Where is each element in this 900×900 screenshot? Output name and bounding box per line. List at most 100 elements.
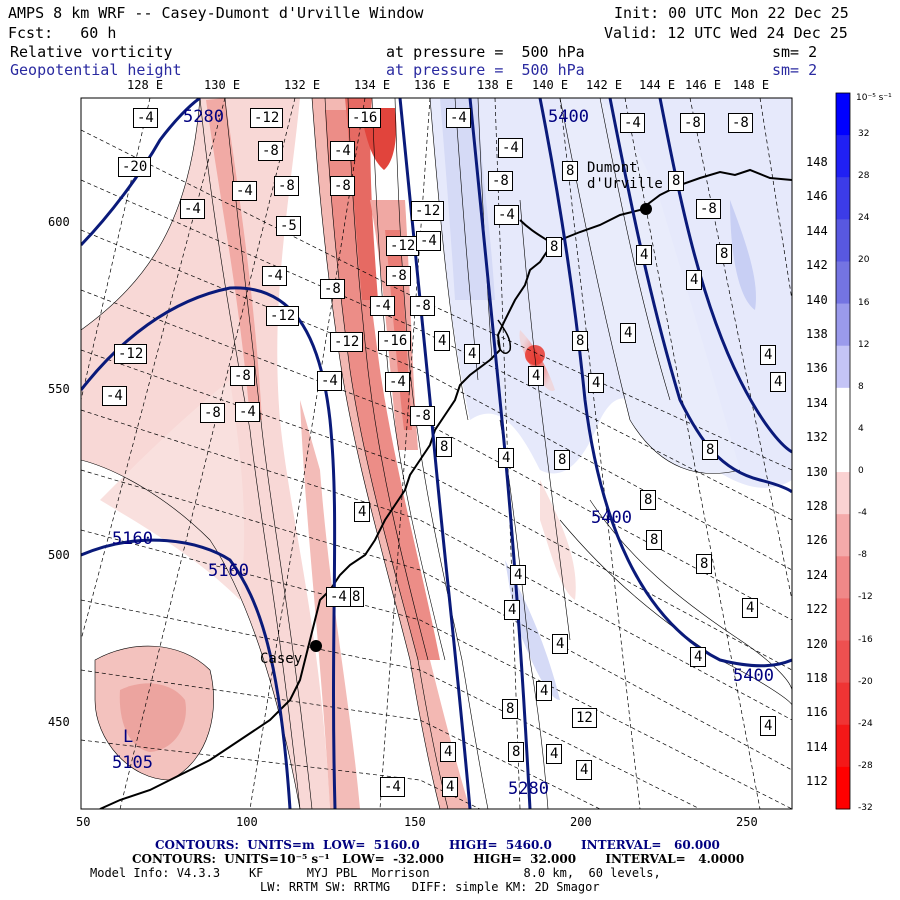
vorticity-contour-label: 4 [510, 565, 527, 585]
y-tick: 500 [48, 548, 70, 562]
plot-title: AMPS 8 km WRF -- Casey-Dumont d'Urville … [8, 4, 424, 22]
x-tick: 50 [76, 815, 91, 829]
colorbar-label: -16 [858, 634, 873, 645]
map-frame [80, 97, 793, 810]
vorticity-contour-label: -12 [411, 201, 445, 221]
vorticity-contour-label: -8 [410, 296, 435, 316]
vorticity-contour-label: 4 [760, 716, 777, 736]
vorticity-contour-label: -8 [680, 113, 705, 133]
vorticity-contour-label: -4 [262, 266, 287, 286]
latitude-label: 138 E [806, 327, 843, 341]
vorticity-contour-label: -12 [250, 108, 284, 128]
latitude-label: 136 E [806, 361, 843, 376]
colorbar-label: 24 [858, 213, 870, 224]
colorbar-label: 8 [858, 381, 864, 392]
latitude-label: 116 E [806, 705, 843, 720]
station-label-casey: Casey [260, 651, 303, 667]
vorticity-contour-label: -8 [410, 406, 435, 426]
vorticity-contour-label: 4 [504, 600, 521, 620]
vorticity-contour-label: 4 [636, 245, 653, 265]
vorticity-contour-label: 8 [646, 530, 663, 550]
longitude-label: 128 E [127, 78, 164, 92]
vorticity-contour-label: 4 [576, 760, 593, 780]
colorbar-label: 28 [858, 171, 870, 182]
height-label: 5400 [733, 666, 774, 686]
height-label: 5400 [548, 107, 589, 127]
vorticity-contour-label: -4 [180, 199, 205, 219]
colorbar-label: 12 [858, 339, 870, 350]
vorticity-contour-label: -8 [330, 176, 355, 196]
vorticity-contour-label: -8 [200, 403, 225, 423]
vorticity-contour-label: 4 [690, 647, 707, 667]
vorticity-contour-label: 8 [668, 171, 685, 191]
vorticity-contour-label: 4 [588, 373, 605, 393]
colorbar-swatch [836, 93, 850, 136]
colorbar-swatch [836, 303, 850, 347]
x-tick: 150 [404, 815, 426, 829]
height-label: 5160 [208, 561, 249, 581]
vorticity-contour-label: -4 [498, 138, 523, 158]
colorbar-swatch [836, 261, 850, 305]
longitude-label: 146 E [685, 78, 722, 92]
latitude-label: 120 E [806, 636, 843, 651]
vorticity-contour-label: -16 [348, 108, 382, 128]
valid-time: Valid: 12 UTC Wed 24 Dec 25 [604, 24, 848, 42]
colorbar-label: -24 [858, 718, 873, 729]
colorbar-label: 32 [858, 129, 870, 140]
vorticity-contour-label: 4 [528, 366, 545, 386]
vorticity-contour-label: 8 [572, 331, 589, 351]
vorticity-contour-label: 12 [572, 708, 597, 728]
longitude-label: 140 E [532, 78, 569, 92]
vorticity-contour-label: 8 [436, 437, 453, 457]
colorbar [835, 92, 851, 810]
vorticity-contour-label: 4 [552, 634, 569, 654]
colorbar-swatch [836, 556, 850, 599]
latitude-label: 144 E [806, 223, 843, 238]
colorbar-label: -20 [858, 676, 873, 687]
latitude-label: 146 E [806, 189, 843, 204]
casey-station-marker [310, 640, 322, 652]
vorticity-contour-label: -4 [416, 231, 441, 251]
latitude-label: 132 E [806, 430, 843, 445]
field2-name: Geopotential height [10, 61, 182, 79]
vorticity-contour-label: -5 [276, 216, 301, 236]
colorbar-label: 20 [858, 255, 870, 266]
footer-model-info: Model Info: V4.3.3 KF MYJ PBL Morrison 8… [90, 866, 661, 880]
longitude-label: 142 E [586, 78, 623, 92]
colorbar-label: 16 [858, 297, 870, 308]
field1-smoothing: sm= 2 [772, 43, 818, 61]
colorbar-swatch [836, 135, 850, 178]
colorbar-label: -8 [858, 550, 867, 561]
colorbar-swatch [836, 598, 850, 642]
height-contours [81, 98, 792, 809]
longitude-label: 148 E [733, 78, 770, 92]
init-time: Init: 00 UTC Mon 22 Dec 25 [614, 4, 849, 22]
colorbar-swatch [836, 472, 850, 515]
vorticity-contour-label: -4 [620, 113, 645, 133]
forecast-hour: Fcst: 60 h [8, 24, 117, 42]
vorticity-contour-label: 8 [546, 237, 563, 257]
colorbar-swatch [836, 387, 850, 431]
latitude-label: 126 E [806, 533, 843, 548]
height-label: 5400 [591, 508, 632, 528]
vorticity-contour-label: -8 [320, 279, 345, 299]
field2-smoothing: sm= 2 [772, 61, 818, 79]
colorbar-label: 4 [858, 423, 864, 434]
vorticity-contour-label: 4 [464, 344, 481, 364]
latitude-label: 128 E [806, 499, 843, 513]
vorticity-contour-label: -4 [102, 386, 127, 406]
latitude-label: 140 E [806, 292, 843, 307]
longitude-label: 132 E [284, 78, 321, 92]
vorticity-contour-label: -8 [274, 176, 299, 196]
x-tick: 200 [570, 815, 592, 829]
colorbar-unit: 10⁻⁵ s⁻¹ [856, 93, 892, 103]
vorticity-contour-label: 8 [696, 554, 713, 574]
longitude-label: 134 E [354, 78, 391, 92]
vorticity-contour-label: 4 [770, 372, 787, 392]
colorbar-swatch [836, 177, 850, 220]
colorbar-swatch [836, 514, 850, 557]
longitude-label: 138 E [477, 78, 514, 92]
colorbar-swatch [836, 345, 850, 389]
vorticity-contour-label: -8 [488, 171, 513, 191]
field1-level: at pressure = 500 hPa [386, 43, 585, 61]
